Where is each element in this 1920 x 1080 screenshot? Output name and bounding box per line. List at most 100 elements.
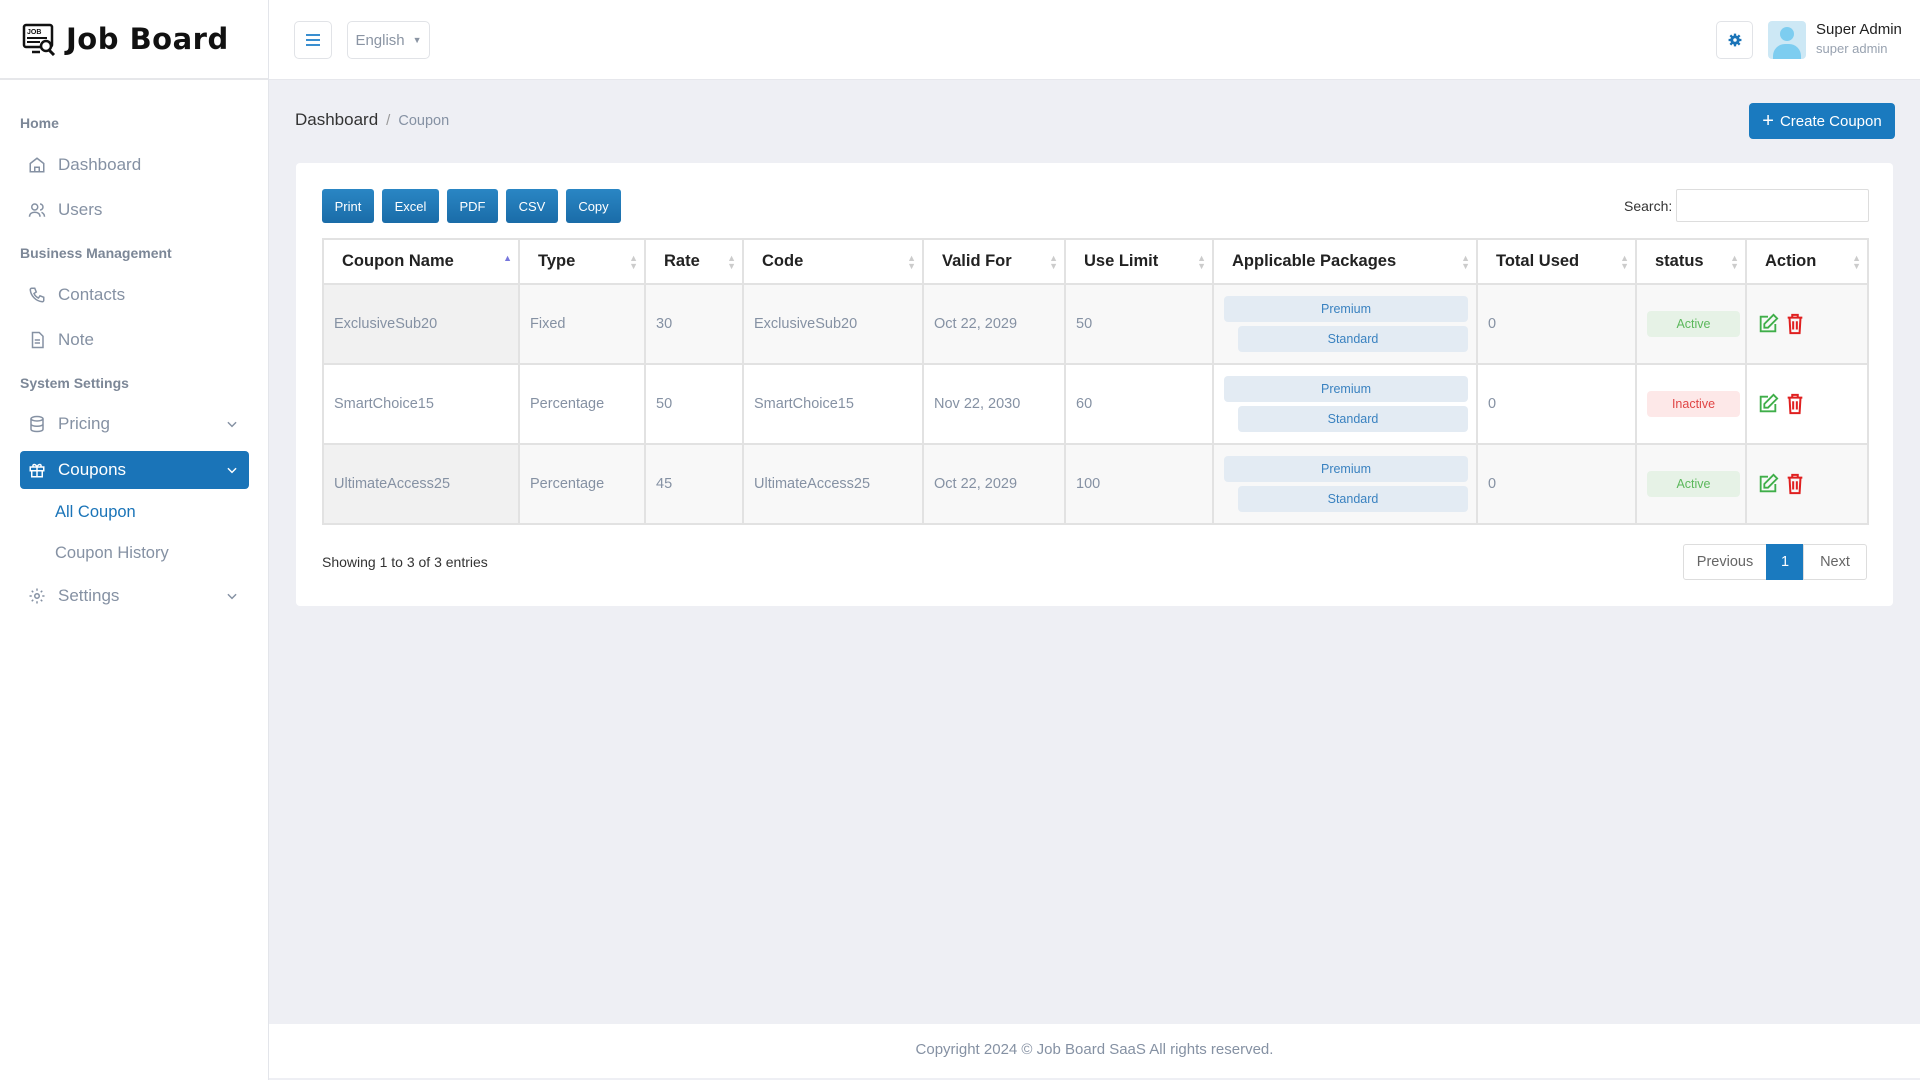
language-value: English [355, 31, 405, 49]
previous-page-button[interactable]: Previous [1683, 544, 1767, 580]
settings-button[interactable] [1716, 21, 1753, 59]
sidebar-item-dashboard[interactable]: Dashboard [20, 146, 249, 184]
use-limit-cell: 50 [1064, 283, 1214, 365]
status-cell: Active [1635, 443, 1747, 525]
search-input[interactable] [1676, 189, 1869, 222]
column-header-label: Total Used [1496, 252, 1580, 270]
sidebar-item-label: Coupons [58, 460, 127, 479]
column-header[interactable]: Type ▲ ▼ [518, 238, 646, 285]
column-header-label: Action [1765, 252, 1817, 270]
gear-icon [29, 588, 45, 604]
user-role: super admin [1816, 41, 1888, 56]
sidebar-item-contacts[interactable]: Contacts [20, 276, 249, 314]
use-limit-cell: 100 [1064, 443, 1214, 525]
pdf-button[interactable]: PDF [447, 189, 498, 223]
rate-cell: 45 [644, 443, 744, 525]
page-1-button[interactable]: 1 [1766, 544, 1804, 580]
type-cell: Percentage [518, 363, 646, 445]
job-board-logo-icon: JOB [22, 23, 56, 56]
print-button[interactable]: Print [322, 189, 374, 223]
code-cell: ExclusiveSub20 [742, 283, 924, 365]
footer: Copyright 2024 © Job Board SaaS All righ… [269, 1024, 1920, 1078]
sort-icon: ▲ [503, 253, 512, 263]
column-header-label: Applicable Packages [1232, 252, 1397, 270]
packages-cell: Premium Standard [1212, 443, 1478, 525]
coupon-table-card: Print Excel PDF CSV Copy Search: Coupon … [296, 163, 1893, 606]
sidebar-item-settings[interactable]: Settings [20, 577, 249, 615]
package-badge: Standard [1238, 486, 1468, 512]
section-business-management: Business Management [20, 245, 172, 261]
valid-for-cell: Oct 22, 2029 [922, 283, 1066, 365]
table-row: UltimateAccess25 Percentage 45 UltimateAcce… [322, 443, 1869, 525]
next-page-button[interactable]: Next [1803, 544, 1867, 580]
package-badge: Premium [1224, 456, 1468, 482]
column-header[interactable]: Applicable Packages ▲ ▼ [1212, 238, 1478, 285]
sort-icon: ▲ ▼ [629, 253, 638, 271]
status-cell: Inactive [1635, 363, 1747, 445]
type-cell: Fixed [518, 283, 646, 365]
language-select[interactable]: English ▼ [347, 21, 430, 59]
breadcrumb-dashboard[interactable]: Dashboard [295, 110, 379, 129]
phone-icon [29, 287, 45, 303]
logo[interactable]: JOB Job Board [0, 0, 268, 80]
csv-button[interactable]: CSV [506, 189, 558, 223]
edit-icon[interactable] [1757, 313, 1779, 335]
gift-icon [29, 463, 45, 478]
breadcrumb-current: Coupon [398, 113, 450, 129]
excel-button[interactable]: Excel [382, 189, 439, 223]
chevron-down-icon [227, 593, 237, 600]
sidebar-item-users[interactable]: Users [20, 191, 249, 229]
column-header[interactable]: Valid For ▲ ▼ [922, 238, 1066, 285]
total-used-cell: 0 [1476, 283, 1637, 365]
create-coupon-button[interactable]: + Create Coupon [1749, 103, 1895, 139]
sidebar-subitem-coupon-history[interactable]: Coupon History [55, 544, 169, 562]
column-header[interactable]: Total Used ▲ ▼ [1476, 238, 1637, 285]
action-cell [1745, 363, 1869, 445]
valid-for-cell: Nov 22, 2030 [922, 363, 1066, 445]
package-badge: Premium [1224, 296, 1468, 322]
status-cell: Active [1635, 283, 1747, 365]
column-header[interactable]: Use Limit ▲ ▼ [1064, 238, 1214, 285]
sidebar-item-pricing[interactable]: Pricing [20, 405, 249, 443]
column-header[interactable]: Code ▲ ▼ [742, 238, 924, 285]
use-limit-cell: 60 [1064, 363, 1214, 445]
edit-icon[interactable] [1757, 473, 1779, 495]
sidebar-item-coupons[interactable]: Coupons [20, 451, 249, 489]
column-header[interactable]: Rate ▲ ▼ [644, 238, 744, 285]
table-row: ExclusiveSub20 Fixed 30 ExclusiveSub20 Oct 2… [322, 283, 1869, 365]
delete-icon[interactable] [1785, 473, 1805, 495]
delete-icon[interactable] [1785, 393, 1805, 415]
create-coupon-label: Create Coupon [1779, 112, 1882, 130]
status-badge: Active [1647, 311, 1740, 337]
column-header[interactable]: status ▲ ▼ [1635, 238, 1747, 285]
breadcrumb: Dashboard / Coupon [295, 110, 449, 130]
hamburger-icon [306, 34, 320, 46]
sort-icon: ▲ ▼ [1730, 253, 1739, 271]
avatar[interactable] [1768, 21, 1806, 59]
status-badge: Active [1647, 471, 1740, 497]
table-info: Showing 1 to 3 of 3 entries [322, 554, 488, 570]
menu-toggle-button[interactable] [294, 21, 332, 59]
sort-icon: ▲ ▼ [1620, 253, 1629, 271]
action-cell [1745, 443, 1869, 525]
sidebar-item-label: Settings [58, 586, 120, 605]
total-used-cell: 0 [1476, 443, 1637, 525]
packages-cell: Premium Standard [1212, 283, 1478, 365]
delete-icon[interactable] [1785, 313, 1805, 335]
edit-icon[interactable] [1757, 393, 1779, 415]
sort-icon: ▲ ▼ [1049, 253, 1058, 271]
gear-icon [1728, 33, 1741, 47]
sort-icon: ▲ ▼ [907, 253, 916, 271]
sidebar-subitem-all-coupon[interactable]: All Coupon [55, 503, 136, 521]
app-title: Job Board [66, 22, 229, 56]
column-header[interactable]: Coupon Name ▲ [322, 238, 520, 285]
column-header[interactable]: Action ▲ ▼ [1745, 238, 1869, 285]
sidebar-item-note[interactable]: Note [20, 321, 249, 359]
code-cell: UltimateAccess25 [742, 443, 924, 525]
column-header-label: status [1655, 252, 1704, 270]
valid-for-cell: Oct 22, 2029 [922, 443, 1066, 525]
copy-button[interactable]: Copy [566, 189, 621, 223]
home-icon [29, 157, 45, 173]
coupon-name-cell: SmartChoice15 [322, 363, 520, 445]
note-icon [31, 331, 44, 349]
